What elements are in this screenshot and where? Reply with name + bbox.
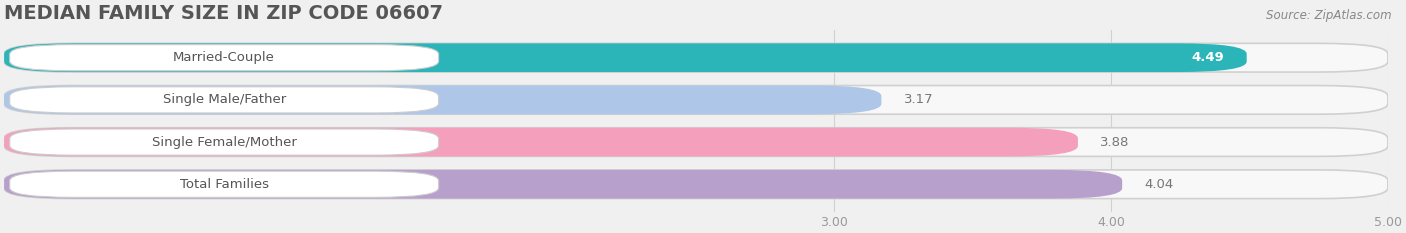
FancyBboxPatch shape — [10, 129, 439, 155]
FancyBboxPatch shape — [4, 170, 1388, 199]
FancyBboxPatch shape — [4, 170, 1122, 199]
FancyBboxPatch shape — [4, 86, 882, 114]
FancyBboxPatch shape — [10, 87, 439, 113]
Text: Single Female/Mother: Single Female/Mother — [152, 136, 297, 149]
FancyBboxPatch shape — [10, 171, 439, 197]
Text: 4.49: 4.49 — [1192, 51, 1225, 64]
FancyBboxPatch shape — [10, 45, 439, 71]
Text: MEDIAN FAMILY SIZE IN ZIP CODE 06607: MEDIAN FAMILY SIZE IN ZIP CODE 06607 — [4, 4, 443, 23]
FancyBboxPatch shape — [4, 43, 1388, 72]
Text: Single Male/Father: Single Male/Father — [163, 93, 285, 106]
FancyBboxPatch shape — [4, 43, 1247, 72]
FancyBboxPatch shape — [4, 128, 1078, 156]
Text: 3.88: 3.88 — [1099, 136, 1129, 149]
FancyBboxPatch shape — [4, 86, 1388, 114]
FancyBboxPatch shape — [4, 128, 1388, 156]
Text: 4.04: 4.04 — [1144, 178, 1174, 191]
Text: Total Families: Total Families — [180, 178, 269, 191]
Text: Married-Couple: Married-Couple — [173, 51, 276, 64]
Text: 3.17: 3.17 — [904, 93, 934, 106]
Text: Source: ZipAtlas.com: Source: ZipAtlas.com — [1267, 9, 1392, 22]
